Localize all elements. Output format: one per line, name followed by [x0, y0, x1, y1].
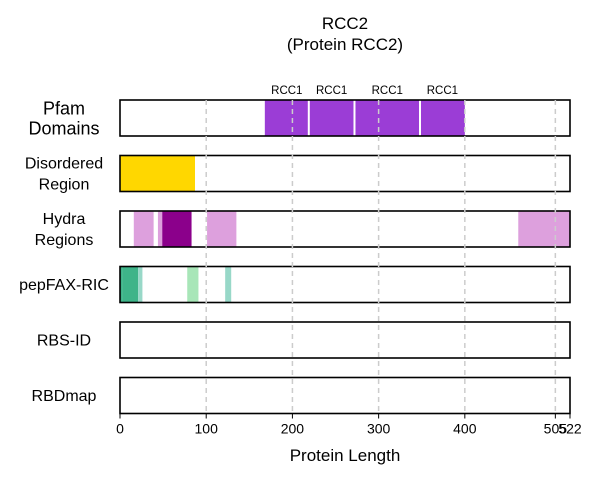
- segment-3-3: [187, 266, 199, 303]
- segment-2-3: [207, 211, 237, 247]
- x-tick-label: 400: [453, 421, 477, 437]
- track-label: Regions: [35, 232, 94, 249]
- track-label: Region: [39, 177, 90, 194]
- x-tick-label: 100: [195, 421, 219, 437]
- track-label: pepFAX-RIC: [19, 277, 109, 294]
- segment-2-4: [518, 211, 570, 247]
- track-3: pepFAX-RIC: [19, 265, 571, 304]
- track-border: [119, 99, 571, 137]
- track-label: RBDmap: [32, 388, 97, 405]
- track-border: [119, 376, 571, 415]
- segment-3-1: [122, 266, 139, 303]
- x-axis-label: Protein Length: [290, 446, 401, 465]
- domain-label: RCC1: [372, 85, 403, 97]
- domain-label: RCC1: [271, 85, 302, 97]
- track-border: [119, 210, 571, 248]
- x-tick-label: 300: [367, 421, 391, 437]
- x-tick-label: 505: [544, 421, 568, 437]
- segment-0-3: [420, 100, 465, 136]
- track-label: Hydra: [43, 211, 86, 228]
- track-background: [120, 211, 570, 247]
- track-label: Pfam: [43, 98, 85, 118]
- track-border: [119, 154, 571, 193]
- track-label: RBS-ID: [37, 333, 91, 350]
- chart-subtitle: (Protein RCC2): [287, 35, 403, 54]
- segment-3-4: [225, 266, 232, 303]
- segment-3-2: [138, 266, 143, 303]
- segment-3-0: [120, 266, 123, 303]
- segment-2-0: [133, 211, 154, 247]
- chart-title: RCC2: [322, 14, 368, 33]
- segment-2-1: [157, 211, 163, 247]
- track-border: [119, 321, 571, 359]
- track-background: [120, 377, 570, 414]
- domain-label: RCC1: [316, 85, 347, 97]
- dashed-reference-lines: [205, 100, 557, 414]
- x-tick-label: 200: [281, 421, 305, 437]
- track-1: Disordered Region: [25, 154, 571, 194]
- domain-label: RCC1: [427, 85, 458, 97]
- track-4: RBS-ID: [37, 321, 571, 359]
- segment-1-0: [120, 155, 195, 192]
- x-tick-label: 0: [116, 421, 124, 437]
- track-label: Domains: [28, 118, 99, 138]
- segment-2-2: [162, 211, 192, 247]
- x-tick-label: 522: [558, 421, 582, 437]
- track-background: [120, 322, 570, 358]
- track-5: RBDmap: [32, 376, 571, 415]
- track-label: Disordered: [25, 156, 103, 173]
- segment-0-1: [308, 100, 355, 136]
- segment-0-2: [354, 100, 420, 136]
- segment-0-0: [264, 100, 309, 136]
- track-border: [119, 265, 571, 304]
- track-2: Hydra Regions: [35, 210, 571, 249]
